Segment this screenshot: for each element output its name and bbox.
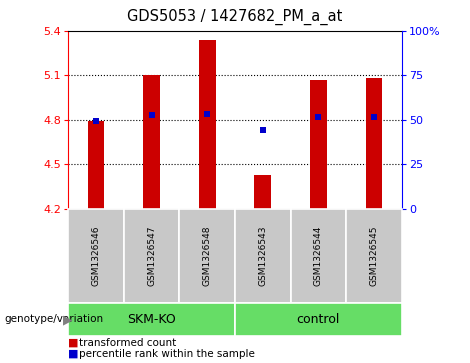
Bar <box>87 121 104 209</box>
Text: percentile rank within the sample: percentile rank within the sample <box>79 349 255 359</box>
Bar <box>310 80 327 209</box>
Text: GSM1326547: GSM1326547 <box>147 226 156 286</box>
Text: GSM1326545: GSM1326545 <box>369 226 378 286</box>
Bar <box>366 78 383 209</box>
Text: ■: ■ <box>68 338 78 348</box>
Text: SKM-KO: SKM-KO <box>127 313 176 326</box>
Bar <box>254 175 271 209</box>
Text: GSM1326548: GSM1326548 <box>203 226 212 286</box>
Text: control: control <box>297 313 340 326</box>
Text: GSM1326544: GSM1326544 <box>314 226 323 286</box>
Bar <box>143 76 160 209</box>
Text: GDS5053 / 1427682_PM_a_at: GDS5053 / 1427682_PM_a_at <box>127 9 343 25</box>
Text: transformed count: transformed count <box>79 338 176 348</box>
Text: ▶: ▶ <box>63 313 73 326</box>
Text: GSM1326543: GSM1326543 <box>258 226 267 286</box>
Text: genotype/variation: genotype/variation <box>5 314 104 325</box>
Text: GSM1326546: GSM1326546 <box>92 226 101 286</box>
Bar <box>199 41 216 209</box>
Text: ■: ■ <box>68 349 78 359</box>
